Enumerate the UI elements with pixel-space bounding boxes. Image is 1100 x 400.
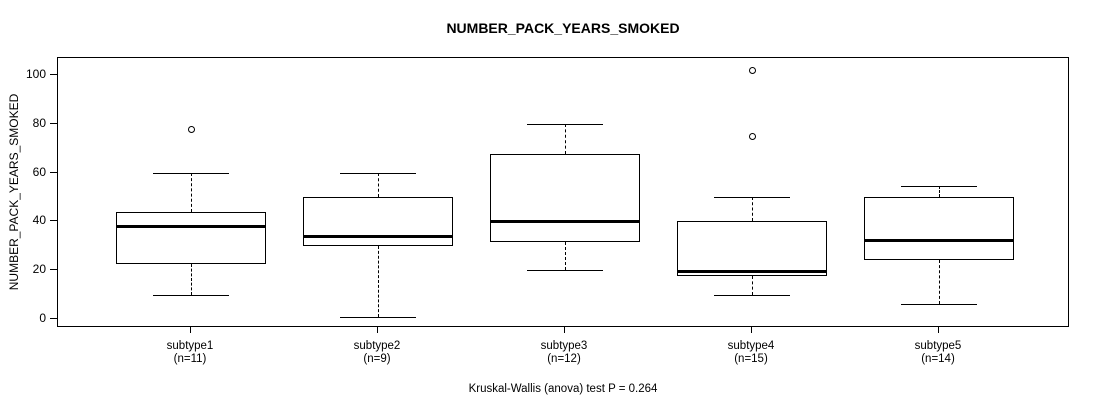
x-category-label: subtype2	[353, 340, 401, 352]
y-tick-label: 80	[32, 116, 46, 130]
iqr-box	[116, 212, 266, 264]
outlier-point	[749, 67, 756, 74]
x-category-count-label: (n=11)	[173, 353, 207, 365]
median-line	[491, 220, 639, 223]
y-tick-label: 20	[32, 262, 46, 276]
y-tick-label: 100	[25, 67, 46, 81]
lower-whisker	[378, 246, 379, 317]
x-tick-mark	[938, 327, 939, 333]
median-line	[304, 235, 452, 238]
lower-whisker	[191, 264, 192, 295]
upper-whisker-cap	[527, 124, 603, 125]
y-tick-mark	[50, 220, 57, 221]
median-line	[117, 225, 265, 228]
upper-whisker	[752, 197, 753, 221]
iqr-box	[677, 221, 827, 276]
lower-whisker	[939, 260, 940, 304]
upper-whisker	[191, 173, 192, 212]
x-category-label: subtype1	[166, 340, 214, 352]
y-tick-mark	[50, 318, 57, 319]
y-tick-label: 40	[32, 213, 46, 227]
x-tick-mark	[377, 327, 378, 333]
x-tick-mark	[564, 327, 565, 333]
upper-whisker	[939, 186, 940, 197]
upper-whisker	[378, 173, 379, 197]
lower-whisker-cap	[901, 304, 977, 305]
upper-whisker-cap	[714, 197, 790, 198]
y-tick-mark	[50, 123, 57, 124]
outlier-point	[188, 126, 195, 133]
x-category-count-label: (n=15)	[734, 353, 768, 365]
median-line	[865, 239, 1013, 242]
lower-whisker-cap	[153, 295, 229, 296]
iqr-box	[490, 154, 640, 242]
chart-title: NUMBER_PACK_YEARS_SMOKED	[446, 20, 680, 36]
upper-whisker-cap	[901, 186, 977, 187]
outlier-point	[749, 133, 756, 140]
lower-whisker-cap	[527, 270, 603, 271]
upper-whisker-cap	[153, 173, 229, 174]
x-category-label: subtype3	[540, 340, 588, 352]
y-tick-label: 60	[32, 165, 46, 179]
stat-test-caption: Kruskal-Wallis (anova) test P = 0.264	[468, 383, 658, 395]
x-tick-mark	[190, 327, 191, 333]
y-tick-mark	[50, 172, 57, 173]
lower-whisker	[752, 276, 753, 295]
lower-whisker	[565, 242, 566, 270]
x-tick-mark	[751, 327, 752, 333]
x-category-count-label: (n=9)	[363, 353, 391, 365]
x-category-count-label: (n=12)	[547, 353, 581, 365]
upper-whisker	[565, 124, 566, 154]
iqr-box	[303, 197, 453, 246]
iqr-box	[864, 197, 1014, 260]
lower-whisker-cap	[340, 317, 416, 318]
median-line	[678, 270, 826, 273]
plot-area	[57, 57, 1069, 327]
upper-whisker-cap	[340, 173, 416, 174]
x-category-label: subtype5	[914, 340, 962, 352]
lower-whisker-cap	[714, 295, 790, 296]
x-category-label: subtype4	[727, 340, 775, 352]
y-tick-label: 0	[39, 311, 46, 325]
y-tick-mark	[50, 74, 57, 75]
y-tick-mark	[50, 269, 57, 270]
x-category-count-label: (n=14)	[921, 353, 955, 365]
